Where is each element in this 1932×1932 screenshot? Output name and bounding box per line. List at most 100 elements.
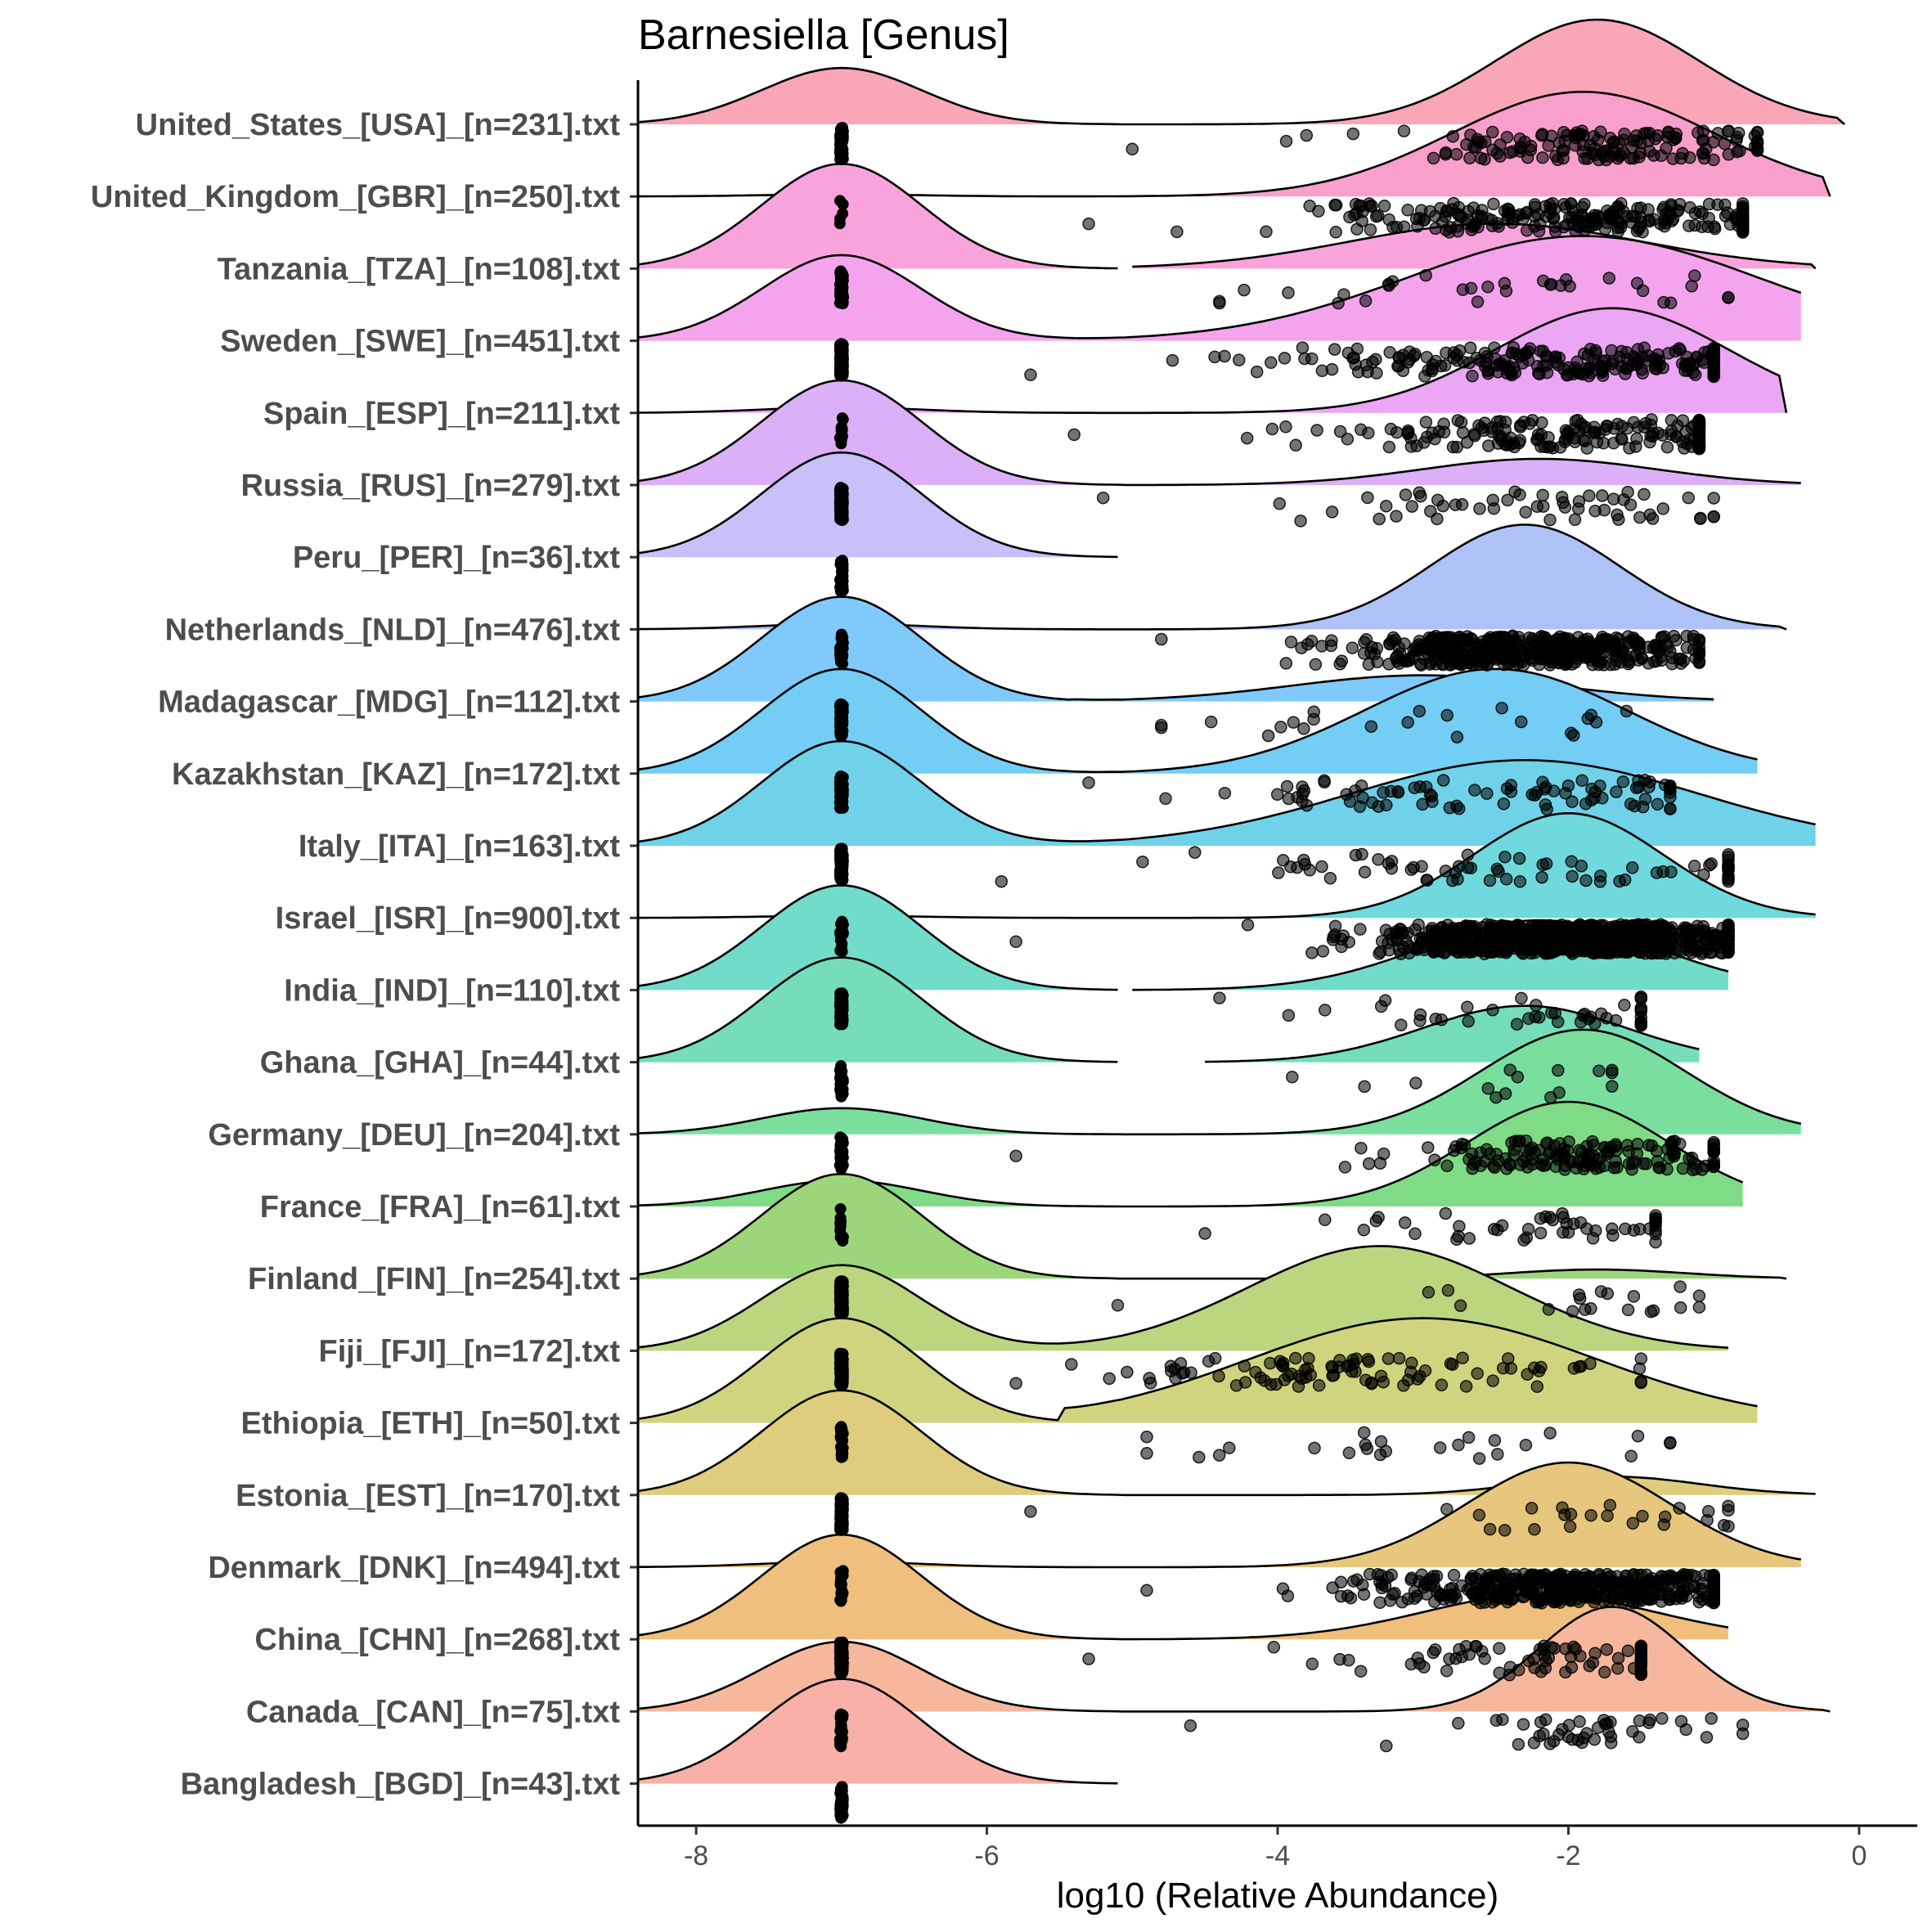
zero-point: [837, 413, 849, 425]
data-point: [1566, 795, 1579, 808]
data-point: [1707, 492, 1720, 505]
data-point: [1303, 864, 1316, 877]
data-point: [1498, 651, 1512, 665]
data-point: [1534, 218, 1547, 231]
data-point: [1588, 791, 1601, 805]
density-fill-16-0: [638, 1174, 1786, 1279]
data-point: [1658, 1510, 1672, 1524]
data-point: [1624, 1593, 1638, 1607]
zero-point: [834, 854, 847, 866]
data-point: [1649, 1212, 1662, 1226]
density-fill-23-0: [638, 1678, 1118, 1784]
data-point: [1450, 730, 1464, 744]
data-point: [1439, 147, 1453, 161]
data-point: [1539, 1210, 1552, 1224]
data-point: [1588, 504, 1602, 518]
data-point: [1478, 153, 1491, 166]
density-fill-9-0: [638, 668, 1758, 774]
data-point: [1528, 1523, 1541, 1536]
data-point: [1530, 999, 1543, 1012]
data-point: [1372, 800, 1386, 813]
data-point: [1649, 1224, 1662, 1238]
data-point: [1487, 197, 1500, 211]
data-point: [1170, 225, 1184, 239]
data-point: [1707, 1160, 1720, 1174]
data-point: [1692, 435, 1706, 449]
data-point: [1443, 801, 1457, 815]
data-point: [1682, 491, 1695, 505]
data-point: [1358, 1080, 1371, 1094]
data-point: [1736, 208, 1750, 221]
data-point: [1446, 130, 1460, 143]
data-point: [1564, 1507, 1578, 1521]
data-point: [1350, 222, 1364, 236]
data-point: [1453, 923, 1467, 936]
data-point: [1009, 1149, 1022, 1162]
data-point: [1593, 780, 1606, 793]
data-point: [1337, 929, 1350, 942]
data-point: [1515, 991, 1528, 1005]
data-point: [1419, 416, 1433, 429]
data-point: [1564, 197, 1578, 210]
data-point: [1325, 634, 1338, 647]
data-point: [1435, 1013, 1449, 1027]
data-point: [1615, 432, 1628, 445]
data-point: [1198, 1227, 1211, 1240]
data-point: [1519, 505, 1532, 519]
data-point: [1539, 359, 1553, 372]
data-point: [1550, 1585, 1564, 1599]
data-point: [1213, 296, 1226, 310]
data-point: [1414, 489, 1427, 503]
data-point: [1401, 204, 1414, 217]
data-point: [1325, 505, 1339, 519]
data-point: [1482, 439, 1495, 452]
data-point: [1420, 874, 1434, 887]
data-point: [1449, 147, 1463, 161]
data-point: [1310, 424, 1323, 437]
data-point: [1702, 211, 1716, 225]
data-point: [1600, 144, 1614, 157]
zero-point: [837, 1076, 849, 1088]
data-point: [1701, 1505, 1715, 1518]
data-point: [1593, 869, 1607, 883]
data-point: [1341, 433, 1355, 446]
data-point: [1624, 798, 1638, 811]
data-point: [1218, 786, 1232, 800]
data-point: [1610, 654, 1623, 667]
data-point: [1660, 440, 1674, 454]
data-point: [1422, 1286, 1436, 1299]
data-point: [1260, 225, 1273, 239]
data-point: [1543, 649, 1557, 662]
data-point: [1558, 433, 1572, 447]
data-point: [1536, 488, 1549, 502]
data-point: [1692, 633, 1706, 647]
data-point: [1707, 348, 1720, 362]
data-point: [1436, 774, 1450, 787]
data-point: [1562, 928, 1575, 942]
data-point: [1539, 1158, 1552, 1172]
data-point: [1359, 1373, 1373, 1386]
zero-point: [834, 287, 846, 299]
data-point: [1732, 126, 1746, 140]
density-outline-0-0: [637, 18, 1845, 126]
data-point: [1204, 715, 1218, 729]
density-fill-21-0: [638, 1534, 1728, 1640]
data-point: [1663, 1151, 1676, 1165]
data-point: [1536, 344, 1550, 358]
data-point: [1410, 1589, 1423, 1602]
data-point: [1463, 151, 1476, 165]
data-point: [1664, 1436, 1677, 1450]
data-point: [1560, 655, 1573, 669]
data-point: [1359, 294, 1373, 308]
zero-point: [834, 213, 846, 225]
data-point: [1373, 947, 1386, 960]
data-point: [1606, 1063, 1619, 1077]
data-point: [1628, 1155, 1642, 1169]
data-point: [1543, 513, 1557, 527]
density-fill-8-0: [638, 596, 1714, 702]
data-point: [1575, 774, 1588, 787]
zero-point: [835, 1587, 847, 1599]
data-point: [1583, 489, 1596, 502]
data-point: [1621, 924, 1634, 938]
data-point: [1529, 1592, 1543, 1605]
